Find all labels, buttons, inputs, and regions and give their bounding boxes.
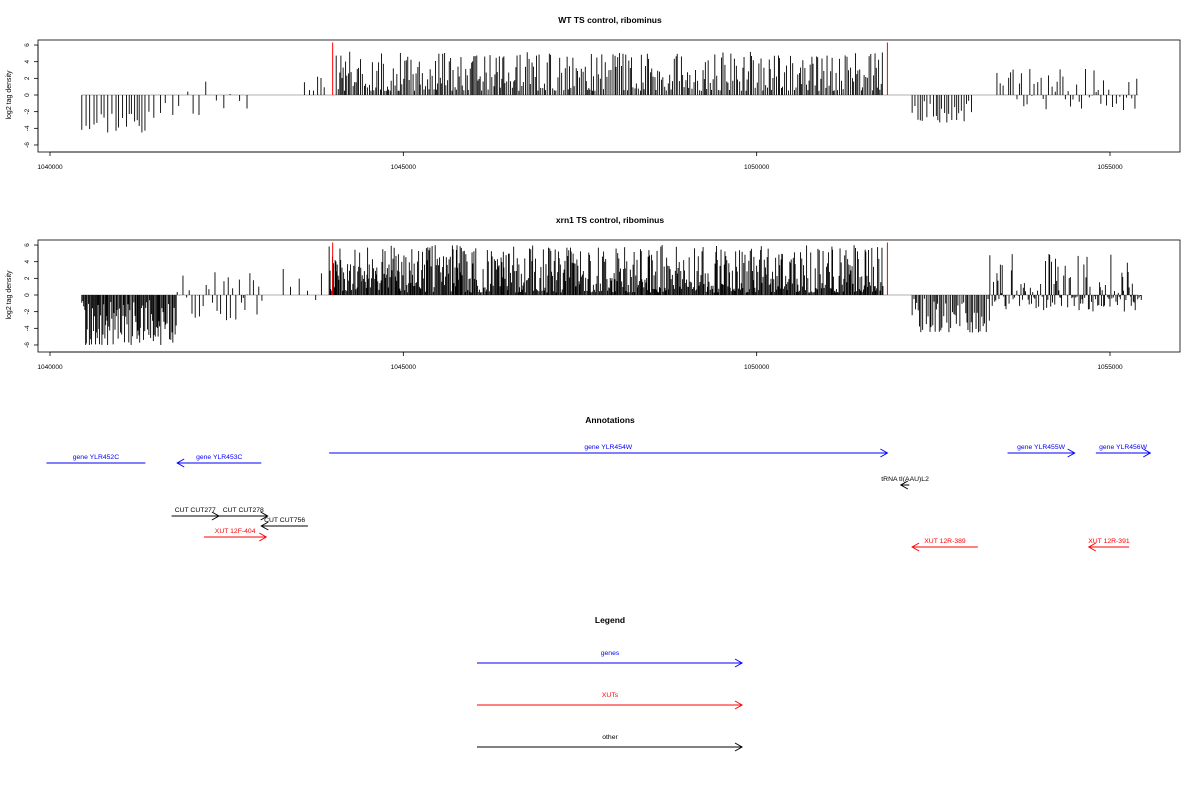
feature-label: CUT CUT277 xyxy=(175,507,216,514)
y-axis: -6 -4 -2 0 2 4 6 xyxy=(24,243,39,348)
y-tick-label: 6 xyxy=(24,43,31,47)
y-axis-label: log2 tag density xyxy=(6,70,13,120)
y-tick-label: -4 xyxy=(24,325,31,331)
arrow-right-icon xyxy=(258,532,268,542)
y-tick-label: -4 xyxy=(24,125,31,131)
x-tick-label: 1055000 xyxy=(1097,164,1123,171)
y-tick-label: -6 xyxy=(24,342,31,348)
arrow-right-icon xyxy=(260,511,269,521)
bar-series xyxy=(81,51,1138,133)
y-axis: -6 -4 -2 0 2 4 6 xyxy=(24,43,39,148)
y-tick-label: 4 xyxy=(24,259,31,263)
annotations-title: Annotations xyxy=(585,415,635,425)
feature-label: gene YLR454W xyxy=(584,444,632,451)
bar-series xyxy=(81,245,1142,345)
feature-label: gene YLR456W xyxy=(1099,444,1147,451)
feature-label: XUT 12R-391 xyxy=(1088,538,1130,545)
y-axis-label: log2 tag density xyxy=(6,270,13,320)
feature-label: gene YLR455W xyxy=(1017,444,1065,451)
annotations-panel: Annotations gene YLR452C gene YLR453Cgene… xyxy=(46,415,1152,552)
legend-items: genes XUTs other xyxy=(477,650,744,752)
x-axis: 1040000 1045000 1050000 1055000 xyxy=(37,351,1123,371)
x-axis: 1040000 1045000 1050000 1055000 xyxy=(37,151,1123,171)
feature-label: CUT CUT278 xyxy=(223,507,264,514)
y-tick-label: 2 xyxy=(24,276,31,280)
arrow-right-icon xyxy=(880,448,889,458)
panel-title: WT TS control, ribominus xyxy=(558,15,662,25)
arrow-right-icon xyxy=(734,658,744,668)
annotation-features: gene YLR452C gene YLR453C gene YLR454W gene… xyxy=(46,444,1152,552)
legend-label: other xyxy=(602,734,618,741)
plot-frame xyxy=(37,39,1181,153)
y-tick-label: 6 xyxy=(24,243,31,247)
x-tick-label: 1045000 xyxy=(391,164,417,171)
feature-label: XUT 12F-404 xyxy=(215,528,256,535)
legend-label: XUTs xyxy=(602,692,619,699)
arrow-left-icon xyxy=(911,542,920,552)
arrow-left-icon xyxy=(1087,542,1097,552)
feature-label: tRNA tI(AAU)L2 xyxy=(881,476,929,483)
red-marker-lines xyxy=(332,42,888,95)
legend-panel: Legend genes XUTs other xyxy=(477,615,744,752)
y-tick-label: 0 xyxy=(24,293,31,297)
panel-wt: WT TS control, ribominus log2 tag densit… xyxy=(6,15,1181,171)
y-tick-label: 4 xyxy=(24,59,31,63)
legend-label: genes xyxy=(601,650,620,657)
arrow-right-icon xyxy=(734,742,744,752)
x-tick-label: 1040000 xyxy=(37,364,63,371)
arrow-right-icon xyxy=(1067,448,1076,458)
feature-label: XUT 12R-389 xyxy=(924,538,966,545)
y-tick-label: -6 xyxy=(24,142,31,148)
y-tick-label: -2 xyxy=(24,108,31,114)
feature-label: CUT CUT756 xyxy=(264,517,305,524)
x-tick-label: 1050000 xyxy=(744,364,770,371)
arrow-right-icon xyxy=(1143,448,1152,458)
y-tick-label: 2 xyxy=(24,76,31,80)
x-tick-label: 1045000 xyxy=(391,364,417,371)
feature-label: gene YLR453C xyxy=(196,454,242,461)
y-tick-label: -2 xyxy=(24,308,31,314)
arrow-left-icon xyxy=(260,521,269,531)
arrow-left-icon xyxy=(176,458,185,468)
panel-title: xrn1 TS control, ribominus xyxy=(556,215,664,225)
feature-label: gene YLR452C xyxy=(73,454,119,461)
red-marker-lines xyxy=(332,242,888,295)
panel-xrn1: xrn1 TS control, ribominus log2 tag dens… xyxy=(6,215,1181,371)
x-tick-label: 1040000 xyxy=(37,164,63,171)
y-tick-label: 0 xyxy=(24,93,31,97)
legend-title: Legend xyxy=(595,615,625,625)
arrow-right-icon xyxy=(734,700,744,710)
x-tick-label: 1050000 xyxy=(744,164,770,171)
arrow-left-icon xyxy=(899,480,909,490)
x-tick-label: 1055000 xyxy=(1097,364,1123,371)
